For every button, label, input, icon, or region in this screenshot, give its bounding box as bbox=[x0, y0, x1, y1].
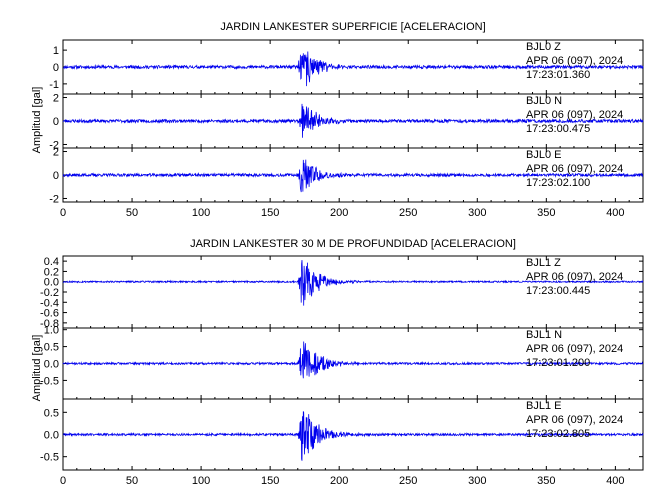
y-tick-label-1-1-3: -0.5 bbox=[40, 375, 59, 387]
time-label-0-2: 17:23:02.100 bbox=[526, 177, 590, 189]
y-tick-label-1-2-2: -0.5 bbox=[40, 452, 59, 464]
x-tick-label-0-6: 300 bbox=[468, 207, 486, 219]
x-tick-label-1-2: 100 bbox=[192, 475, 210, 487]
x-tick-label-0-0: 0 bbox=[60, 207, 66, 219]
x-tick-label-1-4: 200 bbox=[330, 475, 348, 487]
station-label-0-1: BJL0 N bbox=[526, 95, 562, 107]
y-tick-label-1-0-5: -0.6 bbox=[40, 308, 59, 320]
chart-title-0: JARDIN LANKESTER SUPERFICIE [ACELERACION… bbox=[220, 21, 485, 33]
y-tick-label-0-0-1: 0 bbox=[53, 62, 59, 74]
x-tick-label-1-6: 300 bbox=[468, 475, 486, 487]
waveform-1-1 bbox=[62, 341, 644, 379]
x-tick-label-0-8: 400 bbox=[606, 207, 624, 219]
waveform-1-2 bbox=[62, 411, 644, 461]
x-tick-label-1-1: 50 bbox=[126, 475, 138, 487]
date-label-1-1: APR 06 (097), 2024 bbox=[526, 343, 623, 355]
time-label-1-1: 17:23:01.200 bbox=[526, 357, 590, 369]
station-label-0-2: BJL0 E bbox=[526, 149, 561, 161]
x-tick-label-0-1: 50 bbox=[126, 207, 138, 219]
x-tick-label-1-3: 150 bbox=[261, 475, 279, 487]
y-tick-label-1-1-2: 0.0 bbox=[44, 359, 59, 371]
x-tick-label-1-8: 400 bbox=[606, 475, 624, 487]
y-tick-label-0-1-2: -2 bbox=[49, 139, 59, 151]
y-tick-label-1-1-1: 0.5 bbox=[44, 342, 59, 354]
y-axis-label-1: Amplitud [gal] bbox=[31, 335, 43, 402]
date-label-1-2: APR 06 (097), 2024 bbox=[526, 414, 623, 426]
waveform-0-1 bbox=[62, 103, 644, 138]
x-tick-label-1-5: 250 bbox=[399, 475, 417, 487]
waveform-1-0 bbox=[62, 260, 644, 306]
y-tick-label-1-2-0: 0.5 bbox=[44, 407, 59, 419]
waveform-0-2 bbox=[62, 159, 644, 193]
date-label-0-1: APR 06 (097), 2024 bbox=[526, 109, 623, 121]
y-tick-label-1-1-0: 1.0 bbox=[44, 325, 59, 337]
time-label-1-2: 17:23:02.805 bbox=[526, 428, 590, 440]
x-tick-label-0-4: 200 bbox=[330, 207, 348, 219]
y-tick-label-1-0-2: 0.0 bbox=[44, 277, 59, 289]
y-tick-label-1-0-6: -0.8 bbox=[40, 318, 59, 330]
x-tick-label-0-3: 150 bbox=[261, 207, 279, 219]
y-tick-label-0-2-1: 0 bbox=[53, 170, 59, 182]
y-tick-label-0-0-2: -1 bbox=[49, 79, 59, 91]
date-label-0-2: APR 06 (097), 2024 bbox=[526, 163, 623, 175]
y-tick-label-1-0-4: -0.4 bbox=[40, 297, 59, 309]
station-label-0-0: BJL0 Z bbox=[526, 41, 561, 53]
y-tick-label-0-1-0: 2 bbox=[53, 93, 59, 105]
x-tick-label-1-7: 350 bbox=[537, 475, 555, 487]
y-tick-label-0-2-2: -2 bbox=[49, 193, 59, 205]
x-tick-label-0-7: 350 bbox=[537, 207, 555, 219]
y-tick-label-0-0-0: 1 bbox=[53, 45, 59, 57]
x-tick-label-1-0: 0 bbox=[60, 475, 66, 487]
station-label-1-2: BJL1 E bbox=[526, 400, 561, 412]
x-tick-label-0-5: 250 bbox=[399, 207, 417, 219]
chart-title-1: JARDIN LANKESTER 30 M DE PROFUNDIDAD [AC… bbox=[190, 238, 516, 250]
date-label-1-0: APR 06 (097), 2024 bbox=[526, 271, 623, 283]
y-tick-label-0-1-1: 0 bbox=[53, 116, 59, 128]
time-label-1-0: 17:23:00.445 bbox=[526, 285, 590, 297]
waveform-0-0 bbox=[62, 51, 644, 87]
date-label-0-0: APR 06 (097), 2024 bbox=[526, 55, 623, 67]
y-tick-label-0-2-0: 2 bbox=[53, 147, 59, 159]
y-tick-label-1-0-1: 0.2 bbox=[44, 266, 59, 278]
station-label-1-1: BJL1 N bbox=[526, 329, 562, 341]
y-tick-label-1-0-0: 0.4 bbox=[44, 256, 59, 268]
time-label-0-0: 17:23:01.360 bbox=[526, 69, 590, 81]
station-label-1-0: BJL1 Z bbox=[526, 257, 561, 269]
y-axis-label-0: Amplitud [gal] bbox=[31, 87, 43, 154]
time-label-0-1: 17:23:00.475 bbox=[526, 123, 590, 135]
y-tick-label-1-2-1: 0.0 bbox=[44, 430, 59, 442]
y-tick-label-1-0-3: -0.2 bbox=[40, 287, 59, 299]
x-tick-label-0-2: 100 bbox=[192, 207, 210, 219]
